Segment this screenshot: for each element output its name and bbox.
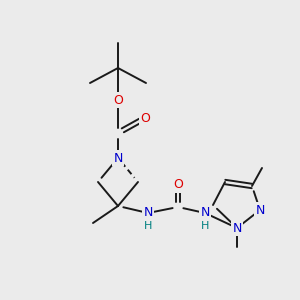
- Text: N: N: [113, 152, 123, 164]
- Text: O: O: [173, 178, 183, 191]
- Text: N: N: [200, 206, 210, 220]
- Text: H: H: [144, 221, 152, 231]
- Text: N: N: [232, 221, 242, 235]
- Text: H: H: [201, 221, 209, 231]
- Text: O: O: [113, 94, 123, 106]
- Text: N: N: [143, 206, 153, 220]
- Text: O: O: [140, 112, 150, 124]
- Text: N: N: [255, 203, 265, 217]
